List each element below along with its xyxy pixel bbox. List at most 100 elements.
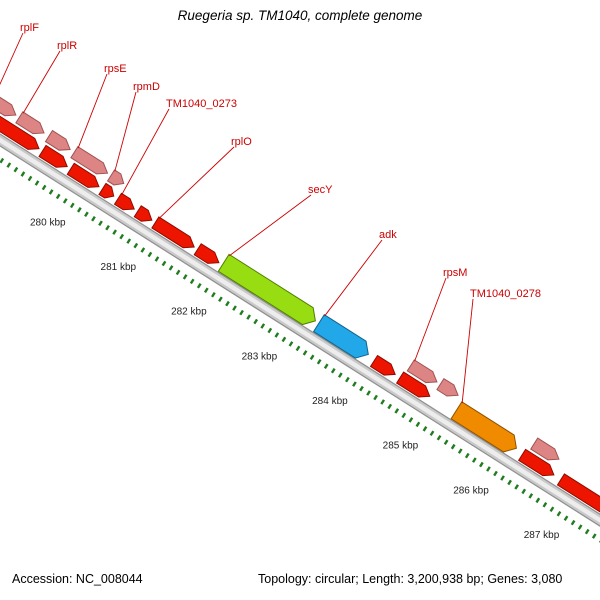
gene-arrow-secY[interactable] bbox=[217, 253, 320, 329]
gene-label-leader-line bbox=[158, 146, 235, 219]
minor-tick-mark bbox=[253, 318, 259, 325]
minor-tick-mark bbox=[6, 162, 12, 168]
minor-tick-mark bbox=[27, 175, 33, 182]
minor-tick-mark bbox=[359, 385, 364, 392]
gene-arrow-cds[interactable] bbox=[98, 182, 117, 201]
minor-tick-mark bbox=[309, 354, 315, 361]
minor-tick-mark bbox=[133, 242, 139, 249]
gene-arrow-rpsE[interactable] bbox=[70, 146, 111, 179]
tick-label: 280 kbp bbox=[30, 217, 66, 228]
minor-tick-mark bbox=[55, 193, 61, 200]
minor-tick-mark bbox=[464, 452, 470, 459]
minor-tick-mark bbox=[239, 309, 244, 316]
gene-arrow-cds[interactable] bbox=[369, 354, 399, 380]
gene-arrow-rplR[interactable] bbox=[15, 111, 48, 139]
minor-tick-mark bbox=[443, 439, 449, 445]
gene-arrow-rplO[interactable] bbox=[151, 216, 198, 253]
minor-tick-mark bbox=[345, 376, 350, 383]
gene-arrow-cds[interactable] bbox=[193, 243, 222, 268]
genome-backbone-edge-top bbox=[0, 65, 600, 592]
gene-label-rplF: rplF bbox=[20, 22, 39, 34]
gene-label-leader-line bbox=[121, 108, 170, 195]
tick-label: 282 kbp bbox=[171, 307, 207, 318]
minor-tick-mark bbox=[154, 256, 160, 262]
minor-tick-mark bbox=[535, 497, 541, 504]
gene-arrow-TM1040_0278[interactable] bbox=[450, 401, 522, 457]
minor-tick-mark bbox=[323, 363, 329, 369]
minor-tick-mark bbox=[330, 367, 336, 374]
minor-tick-mark bbox=[77, 207, 82, 213]
gene-arrow-cds[interactable] bbox=[556, 473, 600, 543]
minor-tick-mark bbox=[69, 202, 75, 209]
tick-label: 284 kbp bbox=[312, 396, 348, 407]
tick-label: 283 kbp bbox=[242, 351, 278, 362]
gene-label-secY: secY bbox=[308, 184, 333, 196]
minor-tick-mark bbox=[175, 269, 181, 276]
gene-label-leader-line bbox=[414, 277, 447, 362]
minor-tick-mark bbox=[34, 180, 40, 186]
minor-tick-mark bbox=[366, 390, 371, 396]
gene-arrow-cds[interactable] bbox=[44, 129, 73, 155]
gene-arrow-rplF[interactable] bbox=[0, 93, 19, 121]
minor-tick-mark bbox=[486, 466, 491, 472]
gene-arrow-adk[interactable] bbox=[312, 314, 374, 363]
minor-tick-mark bbox=[218, 296, 223, 302]
gene-arrow-cds[interactable] bbox=[530, 437, 563, 465]
minor-tick-mark bbox=[203, 287, 209, 294]
minor-tick-mark bbox=[62, 198, 68, 204]
minor-tick-mark bbox=[98, 220, 103, 226]
minor-tick-mark bbox=[126, 238, 132, 244]
gene-arrow-cds[interactable] bbox=[133, 205, 155, 226]
minor-tick-mark bbox=[105, 224, 110, 231]
minor-tick-mark bbox=[450, 443, 456, 450]
gene-arrow-cds[interactable] bbox=[0, 104, 42, 154]
gene-label-rplR: rplR bbox=[57, 40, 77, 52]
minor-tick-mark bbox=[211, 291, 216, 298]
gene-label-leader-line bbox=[22, 50, 61, 114]
minor-tick-mark bbox=[401, 412, 407, 419]
minor-tick-mark bbox=[479, 461, 484, 468]
gene-arrow-cds[interactable] bbox=[517, 448, 558, 480]
genome-track bbox=[0, 65, 600, 600]
minor-tick-mark bbox=[591, 533, 597, 539]
minor-tick-mark bbox=[521, 488, 527, 495]
minor-tick-mark bbox=[415, 421, 421, 428]
gene-arrow-rpsM[interactable] bbox=[406, 359, 440, 388]
minor-tick-mark bbox=[584, 528, 590, 535]
gene-label-adk: adk bbox=[379, 229, 397, 241]
gene-arrow-TM1040_0273[interactable] bbox=[113, 192, 138, 214]
genome-backbone-edge-bottom bbox=[0, 74, 600, 600]
minor-tick-mark bbox=[246, 314, 251, 320]
minor-tick-mark bbox=[260, 323, 266, 329]
minor-tick-mark bbox=[394, 408, 400, 414]
tick-label: 286 kbp bbox=[453, 485, 489, 496]
gene-label-leader-line bbox=[114, 91, 137, 172]
minor-tick-mark bbox=[48, 189, 54, 195]
minor-tick-mark bbox=[13, 166, 19, 173]
minor-tick-mark bbox=[288, 341, 294, 347]
gene-arrow-rpmD[interactable] bbox=[106, 169, 128, 189]
minor-tick-mark bbox=[189, 278, 195, 285]
gene-arrow-cds[interactable] bbox=[395, 371, 434, 402]
minor-tick-mark bbox=[493, 470, 498, 477]
minor-tick-mark bbox=[352, 381, 357, 387]
minor-tick-mark bbox=[112, 229, 117, 235]
gene-arrow-cds[interactable] bbox=[66, 162, 102, 192]
minor-tick-mark bbox=[302, 350, 308, 356]
gene-label-leader-line bbox=[324, 239, 383, 317]
minor-tick-mark bbox=[182, 274, 188, 280]
minor-tick-mark bbox=[91, 216, 96, 222]
minor-tick-mark bbox=[563, 515, 569, 521]
minor-tick-mark bbox=[570, 519, 576, 526]
gene-label-rplO: rplO bbox=[231, 136, 252, 148]
genome-summary-text: Topology: circular; Length: 3,200,938 bp… bbox=[258, 572, 563, 586]
gene-arrow-cds[interactable] bbox=[38, 144, 71, 172]
gene-arrow-cds[interactable] bbox=[436, 377, 462, 401]
minor-tick-mark bbox=[161, 260, 167, 267]
minor-tick-mark bbox=[0, 157, 5, 164]
minor-tick-mark bbox=[267, 327, 273, 334]
minor-tick-mark bbox=[577, 524, 583, 530]
minor-tick-mark bbox=[514, 484, 520, 490]
gene-label-leader-line bbox=[461, 298, 474, 404]
